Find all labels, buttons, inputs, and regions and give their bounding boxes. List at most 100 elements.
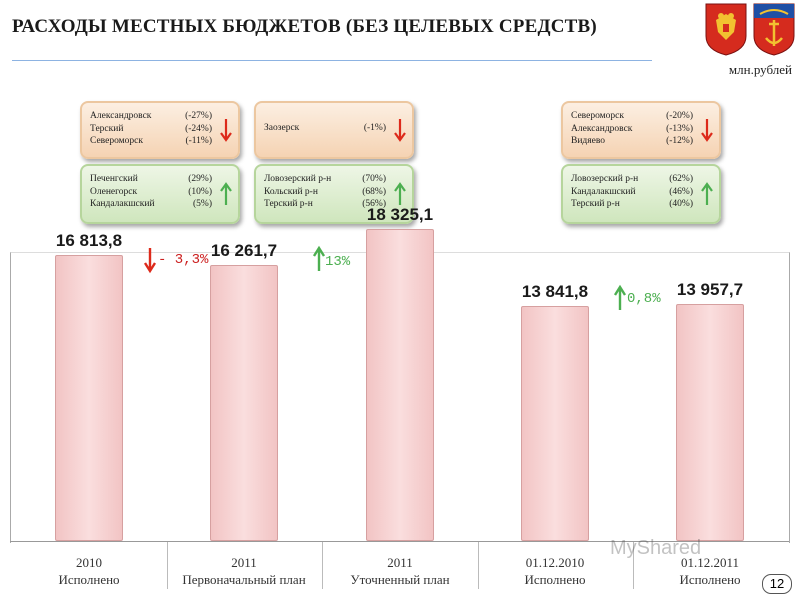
up-arrow-icon [394, 182, 406, 205]
box-row: Североморск (-11%) [90, 135, 212, 148]
category-type: Исполнено [524, 572, 586, 587]
box-row: Ловозерский р-н (70%) [264, 173, 386, 186]
bar-value-label: 13 957,7 [676, 279, 744, 299]
group3-decrease-box: Североморск (-20%) Александровск (-13%) Видя… [561, 101, 721, 159]
box-row: Кандалакшский (46%) [571, 186, 693, 199]
box-row: Терский р-н (56%) [264, 198, 386, 211]
change-percent: (56%) [362, 199, 386, 209]
change-label-initial-plan: - 3,3% [158, 252, 209, 268]
bar [366, 229, 434, 541]
change-percent: (-24%) [185, 123, 212, 134]
change-percent: (40%) [669, 199, 693, 209]
municipality-name: Александровск [571, 123, 633, 134]
box-row: Заозерск (-1%) [264, 122, 386, 135]
box-row: Ловозерский р-н (62%) [571, 173, 693, 186]
down-arrow-icon [701, 119, 713, 142]
municipality-name: Кандалакшский [90, 199, 155, 209]
category-type: Уточненный план [350, 572, 450, 587]
box-row: Терский (-24%) [90, 123, 212, 136]
box-row: Печенгский (29%) [90, 173, 212, 186]
category-divider [477, 541, 479, 589]
change-percent: (62%) [669, 174, 693, 184]
up-arrow-icon [701, 182, 713, 205]
group2-decrease-box: Заозерск (-1%) [254, 101, 414, 159]
category-divider [322, 541, 323, 589]
municipality-name: Печенгский [90, 174, 138, 184]
category-year: 01.12.2011 [680, 555, 740, 570]
group1-increase-box: Печенгский (29%) Оленегорск (10%) Кандалакшс… [80, 164, 240, 224]
municipality-name: Александровск [90, 111, 152, 121]
municipality-name: Ловозерский р-н [571, 174, 639, 184]
page-number: 12 [762, 574, 792, 594]
change-percent: (-11%) [185, 136, 212, 146]
category-divider [166, 541, 168, 589]
murmansk-coat-of-arms-icon [753, 3, 795, 56]
change-percent: (68%) [362, 186, 386, 197]
municipality-name: Заозерск [264, 123, 300, 133]
change-percent: (29%) [188, 174, 212, 184]
category-label: 2010 Исполнено [14, 554, 164, 588]
unit-label: млн.рублей [728, 62, 792, 77]
municipality-name: Терский [90, 123, 124, 134]
box-row: Кандалакшский (5%) [90, 198, 212, 211]
municipality-name: Североморск [571, 111, 624, 121]
category-type: Первоначальный план [182, 572, 306, 587]
up-arrow-icon [312, 245, 326, 271]
bar-value-label: 13 841,8 [521, 281, 589, 301]
up-arrow-icon [220, 182, 232, 205]
group3-increase-box: Ловозерский р-н (62%) Кандалакшский (46%) Те… [561, 164, 721, 224]
category-year: 2011 [231, 555, 257, 570]
change-percent: (-20%) [666, 111, 693, 121]
bar-value-label: 16 261,7 [210, 240, 278, 260]
change-percent: (-27%) [185, 111, 212, 121]
x-axis [10, 541, 789, 542]
category-year: 2010 [76, 555, 102, 570]
municipality-name: Видяево [571, 136, 606, 146]
change-label-dec-2011: 0,8% [627, 291, 661, 307]
municipality-name: Терский р-н [264, 199, 313, 209]
bar [521, 305, 589, 541]
change-percent: (10%) [188, 186, 212, 197]
municipality-name: Кандалакшский [571, 186, 636, 197]
bar-value-label: 18 325,1 [366, 205, 434, 225]
change-percent: (-13%) [666, 123, 693, 134]
category-divider [632, 541, 634, 589]
municipality-name: Кольский р-н [264, 186, 318, 197]
group2-increase-box: Ловозерский р-н (70%) Кольский р-н (68%) Тер… [254, 164, 414, 224]
bar [55, 255, 123, 541]
up-arrow-icon [613, 284, 627, 310]
change-percent: (70%) [362, 174, 386, 184]
category-label: 2011 Уточненный план [325, 554, 475, 588]
bar [210, 264, 278, 541]
category-year: 01.12.2010 [525, 555, 585, 570]
category-label: 01.12.2010 Исполнено [480, 554, 630, 588]
down-arrow-icon [220, 119, 232, 142]
municipality-name: Терский р-н [571, 199, 620, 209]
municipality-name: Ловозерский р-н [264, 174, 332, 184]
box-row: Видяево (-12%) [571, 135, 693, 148]
russia-coat-of-arms-icon [705, 3, 747, 56]
category-year: 2011 [387, 555, 413, 570]
change-percent: (-1%) [363, 123, 386, 133]
change-percent: (46%) [669, 186, 693, 197]
municipality-name: Оленегорск [90, 186, 138, 197]
watermark: MyShared [610, 537, 702, 559]
category-label: 01.12.2011 Исполнено [635, 554, 785, 588]
box-row: Терский р-н (40%) [571, 198, 693, 211]
down-arrow-icon [394, 119, 406, 142]
page-title: РАСХОДЫ МЕСТНЫХ БЮДЖЕТОВ (БЕЗ ЦЕЛЕВЫХ СР… [12, 16, 597, 37]
municipality-name: Североморск [90, 136, 143, 146]
change-percent: (5%) [193, 199, 212, 209]
title-underline [12, 60, 652, 61]
group1-decrease-box: Александровск (-27%) Терский (-24%) Северомо… [80, 101, 240, 159]
bar [676, 303, 744, 541]
bar-value-label: 16 813,8 [55, 231, 123, 251]
box-row: Александровск (-27%) [90, 110, 212, 123]
down-arrow-icon [143, 248, 157, 274]
change-percent: (-12%) [666, 136, 693, 146]
box-row: Оленегорск (10%) [90, 186, 212, 199]
category-label: 2011 Первоначальный план [169, 554, 319, 588]
category-type: Исполнено [679, 572, 741, 587]
box-row: Североморск (-20%) [571, 110, 693, 123]
category-type: Исполнено [58, 572, 120, 587]
